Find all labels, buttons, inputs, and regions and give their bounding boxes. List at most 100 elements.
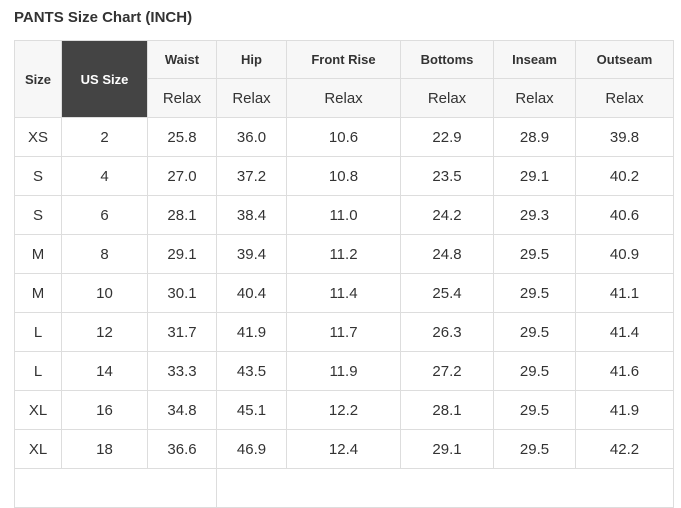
- table-cell: 29.1: [400, 429, 494, 469]
- table-cell: 12.4: [286, 429, 401, 469]
- page-title: PANTS Size Chart (INCH): [14, 9, 193, 26]
- table-cell: 29.5: [493, 429, 576, 469]
- table-cell: XL: [14, 390, 62, 430]
- table-cell: 29.5: [493, 234, 576, 274]
- table-cell: 40.4: [216, 273, 287, 313]
- table-row: L 12 31.7 41.9 11.7 26.3 29.5 41.4: [14, 312, 674, 352]
- table-cell: 24.8: [400, 234, 494, 274]
- table-cell: 11.4: [286, 273, 401, 313]
- table-cell: L: [14, 312, 62, 352]
- header-front-rise: Front Rise: [286, 40, 401, 79]
- table-cell: 18: [61, 429, 148, 469]
- table-cell: 40.9: [575, 234, 674, 274]
- table-row: S 6 28.1 38.4 11.0 24.2 29.3 40.6: [14, 195, 674, 235]
- table-cell: 45.1: [216, 390, 287, 430]
- table-cell: 30.1: [147, 273, 217, 313]
- table-row-partial: [14, 468, 674, 508]
- table-cell: 8: [61, 234, 148, 274]
- table-cell: 29.5: [493, 312, 576, 352]
- table-cell: 10.6: [286, 117, 401, 157]
- header-inseam: Inseam: [493, 40, 576, 79]
- subheader-cell: Relax: [493, 78, 576, 118]
- table-cell: 25.4: [400, 273, 494, 313]
- table-cell: 43.5: [216, 351, 287, 391]
- table-cell: 46.9: [216, 429, 287, 469]
- table-cell: 28.9: [493, 117, 576, 157]
- table-row: XS 2 25.8 36.0 10.6 22.9 28.9 39.8: [14, 117, 674, 157]
- table-cell: 28.1: [400, 390, 494, 430]
- table-cell: 25.8: [147, 117, 217, 157]
- table-cell: 41.9: [216, 312, 287, 352]
- table-cell: 4: [61, 156, 148, 196]
- table-row: M 8 29.1 39.4 11.2 24.8 29.5 40.9: [14, 234, 674, 274]
- table-cell: 41.6: [575, 351, 674, 391]
- table-cell: [14, 468, 217, 508]
- table-cell: 27.2: [400, 351, 494, 391]
- table-cell: 12: [61, 312, 148, 352]
- table-cell: 11.0: [286, 195, 401, 235]
- table-cell: 2: [61, 117, 148, 157]
- table-cell: 39.8: [575, 117, 674, 157]
- table-cell: 38.4: [216, 195, 287, 235]
- subheader-cell: Relax: [216, 78, 287, 118]
- table-cell: 27.0: [147, 156, 217, 196]
- table-row: S 4 27.0 37.2 10.8 23.5 29.1 40.2: [14, 156, 674, 196]
- table-row: L 14 33.3 43.5 11.9 27.2 29.5 41.6: [14, 351, 674, 391]
- table-cell: 10.8: [286, 156, 401, 196]
- table-cell: 26.3: [400, 312, 494, 352]
- table-cell: 29.5: [493, 273, 576, 313]
- table-cell: 12.2: [286, 390, 401, 430]
- header-outseam: Outseam: [575, 40, 674, 79]
- header-bottoms: Bottoms: [400, 40, 494, 79]
- table-cell: 29.5: [493, 390, 576, 430]
- table-cell: S: [14, 195, 62, 235]
- table-cell: XL: [14, 429, 62, 469]
- table-cell: M: [14, 273, 62, 313]
- table-cell: 40.2: [575, 156, 674, 196]
- table-cell: 11.9: [286, 351, 401, 391]
- table-row: XL 18 36.6 46.9 12.4 29.1 29.5 42.2: [14, 429, 674, 469]
- size-chart-table: Size US Size Waist Hip Front Rise Bottom…: [14, 40, 674, 508]
- table-cell: 40.6: [575, 195, 674, 235]
- subheader-cell: Relax: [400, 78, 494, 118]
- table-cell: 41.1: [575, 273, 674, 313]
- table-cell: 29.1: [493, 156, 576, 196]
- table-cell: XS: [14, 117, 62, 157]
- table-cell: 10: [61, 273, 148, 313]
- table-cell: 11.7: [286, 312, 401, 352]
- table-cell: 16: [61, 390, 148, 430]
- table-cell: 24.2: [400, 195, 494, 235]
- table-cell: 36.0: [216, 117, 287, 157]
- table-cell: 31.7: [147, 312, 217, 352]
- table-cell: 14: [61, 351, 148, 391]
- subheader-cell: Relax: [286, 78, 401, 118]
- subheader-row: Relax Relax Relax Relax Relax Relax: [15, 78, 674, 118]
- table-cell: 29.3: [493, 195, 576, 235]
- table-cell: 33.3: [147, 351, 217, 391]
- header-size: Size: [14, 40, 62, 118]
- table-cell: 29.1: [147, 234, 217, 274]
- table-cell: 29.5: [493, 351, 576, 391]
- header-hip: Hip: [216, 40, 287, 79]
- table-cell: 11.2: [286, 234, 401, 274]
- table-cell: 34.8: [147, 390, 217, 430]
- table-cell: M: [14, 234, 62, 274]
- table-cell: [216, 468, 674, 508]
- header-waist: Waist: [147, 40, 217, 79]
- table-cell: 41.4: [575, 312, 674, 352]
- table-cell: 41.9: [575, 390, 674, 430]
- header-row: Size US Size Waist Hip Front Rise Bottom…: [14, 40, 674, 118]
- header-us-size: US Size: [61, 40, 148, 118]
- table-cell: 37.2: [216, 156, 287, 196]
- table-cell: 6: [61, 195, 148, 235]
- table-cell: 23.5: [400, 156, 494, 196]
- table-cell: S: [14, 156, 62, 196]
- table-cell: 39.4: [216, 234, 287, 274]
- table-cell: L: [14, 351, 62, 391]
- table-cell: 22.9: [400, 117, 494, 157]
- table-row: XL 16 34.8 45.1 12.2 28.1 29.5 41.9: [14, 390, 674, 430]
- table-cell: 36.6: [147, 429, 217, 469]
- table-cell: 42.2: [575, 429, 674, 469]
- table-row: M 10 30.1 40.4 11.4 25.4 29.5 41.1: [14, 273, 674, 313]
- subheader-cell: Relax: [147, 78, 217, 118]
